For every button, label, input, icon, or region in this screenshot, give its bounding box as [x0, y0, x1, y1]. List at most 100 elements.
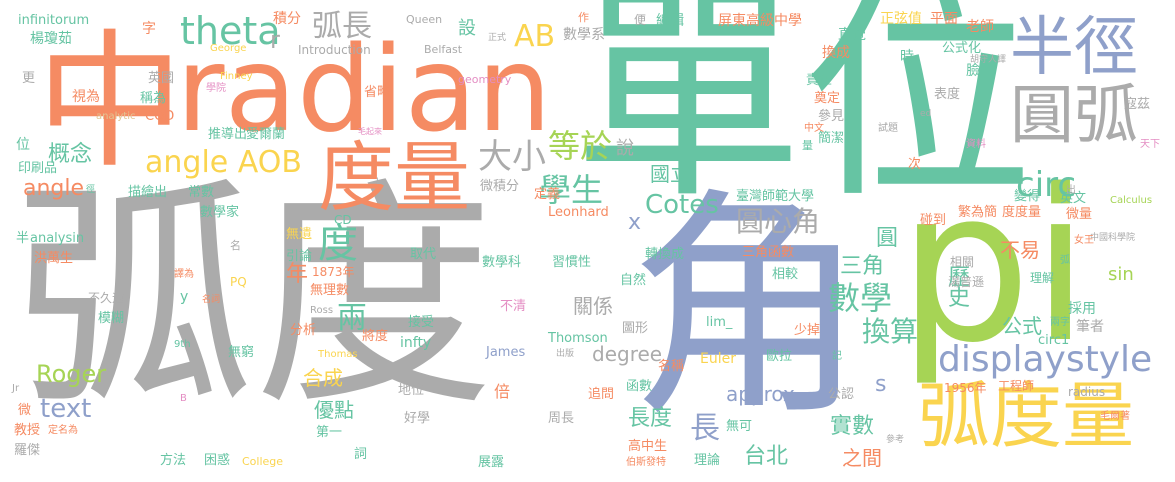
cloud-word: 角 — [628, 168, 869, 448]
cloud-word: 奠定 — [814, 91, 841, 106]
cloud-word: 不清 — [500, 299, 527, 314]
cloud-word: 弧度 — [14, 158, 495, 438]
cloud-word: 詞 — [354, 447, 368, 462]
cloud-word: 不易 — [1000, 238, 1040, 262]
cloud-word: 相較 — [772, 267, 799, 282]
cloud-word: 羅傑 — [14, 443, 41, 458]
cloud-word: 說 — [616, 138, 634, 159]
cloud-word: COD — [145, 109, 175, 124]
cloud-word: Calculus — [1110, 195, 1153, 206]
cloud-word: 將度 — [362, 329, 389, 344]
cloud-word: Euler — [700, 351, 736, 367]
cloud-word: 平面 — [930, 11, 958, 27]
cloud-word: 出版 — [556, 349, 575, 359]
cloud-word: 女王 — [1074, 235, 1094, 246]
cloud-word: 描繪出 — [128, 185, 168, 200]
cloud-word: 稱為 — [140, 91, 167, 106]
cloud-word: 圖形 — [622, 321, 649, 336]
cloud-word: 度 — [318, 221, 358, 267]
cloud-word: 字 — [142, 21, 156, 37]
cloud-word: 等於 — [548, 127, 613, 165]
cloud-word: 引論 — [286, 249, 313, 264]
cloud-word: 圓弧 — [1010, 79, 1138, 153]
cloud-word: 之間 — [842, 446, 882, 470]
cloud-word: 無遺 — [286, 227, 313, 242]
cloud-word: B — [180, 393, 187, 404]
cloud-word: 視為 — [72, 89, 100, 105]
cloud-word: 換成 — [822, 45, 850, 61]
cloud-word: 台北 — [744, 444, 789, 469]
cloud-word: 參見 — [818, 109, 845, 124]
cloud-word: 歷史 — [944, 265, 969, 307]
cloud-word: 楊瓊茹 — [30, 31, 72, 47]
cloud-word: 半徑 — [1010, 11, 1138, 85]
cloud-word: 模糊 — [98, 311, 125, 326]
cloud-word: analysin — [30, 231, 85, 246]
cloud-word: 年 — [286, 262, 309, 287]
cloud-word: 定義 — [534, 187, 561, 202]
cloud-word: 展露 — [478, 455, 505, 470]
cloud-word: theta — [180, 9, 281, 53]
cloud-word: 數學系 — [563, 27, 605, 43]
cloud-word: 倍 — [494, 382, 511, 401]
cloud-word: 湯普遜 — [948, 275, 985, 289]
cloud-word: 記 — [832, 351, 842, 362]
cloud-word: 便 — [634, 13, 647, 27]
cloud-word: 弧 — [1060, 255, 1070, 266]
cloud-word: 伯斯發特 — [626, 457, 666, 468]
cloud-word: 參考 — [886, 435, 905, 445]
cloud-word: 作 — [578, 11, 589, 24]
cloud-word: 毛爾著 — [1100, 411, 1130, 422]
cloud-word: Roger — [36, 360, 107, 388]
cloud-word: 中文 — [804, 123, 824, 134]
cloud-word: 取代 — [410, 247, 437, 262]
cloud-word: 兩字 — [1050, 317, 1070, 328]
cloud-word: geometry — [458, 73, 512, 86]
cloud-word: Queen — [406, 13, 443, 26]
cloud-word: 責任 — [806, 73, 833, 88]
cloud-word: 分析 — [290, 323, 317, 338]
cloud-word: 三角函數 — [742, 245, 795, 260]
cloud-word: 學生 — [539, 171, 604, 209]
cloud-word: 直覺 — [838, 27, 866, 43]
cloud-word: Finney — [220, 71, 253, 82]
cloud-word: 工程師 — [998, 379, 1035, 393]
cloud-word: 1956年 — [944, 381, 987, 395]
cloud-word: 臺灣師範大學 — [736, 189, 815, 204]
cloud-word: 變得 — [1014, 189, 1041, 204]
cloud-word: 優點 — [314, 398, 354, 422]
cloud-word: 公式 — [1002, 314, 1042, 338]
cloud-word: 圓心角 — [736, 205, 821, 238]
cloud-word: 半 — [16, 231, 30, 246]
cloud-word: 教授 — [14, 423, 41, 438]
cloud-word: analytic — [96, 111, 136, 122]
cloud-word: 繁為簡 — [958, 205, 998, 220]
cloud-word: 弧度量 — [918, 374, 1135, 458]
cloud-word: 第一 — [316, 425, 343, 440]
cloud-word: 資料 — [966, 139, 986, 150]
cloud-word: 公式化 — [942, 41, 982, 56]
cloud-word: 數學 — [828, 279, 893, 317]
cloud-word: 毛起來 — [358, 127, 382, 136]
cloud-word: 接受 — [408, 315, 435, 330]
cloud-word: 天下 — [1140, 139, 1160, 150]
cloud-word: 編輯 — [656, 13, 684, 29]
cloud-word: 常數 — [188, 185, 215, 200]
cloud-word: 少掉 — [794, 323, 821, 338]
cloud-word: 歐拉 — [766, 349, 793, 364]
cloud-word: 理解 — [1030, 271, 1055, 285]
cloud-word: x — [628, 210, 642, 235]
cloud-word: 函數 — [626, 379, 653, 394]
cloud-word: 採用 — [1068, 301, 1096, 317]
cloud-word: 關係 — [573, 294, 613, 318]
cloud-word: 老師 — [966, 19, 994, 35]
cloud-word: lim_ — [706, 315, 733, 330]
cloud-word: infinitorum — [18, 13, 90, 28]
cloud-word: 洪萬生 — [34, 251, 74, 266]
cloud-word: circ — [1016, 165, 1077, 205]
cloud-word: 單位 — [573, 0, 1034, 230]
cloud-word: 更 — [22, 71, 36, 86]
cloud-word: 弧長 — [312, 9, 372, 44]
cloud-word: Thomas — [318, 349, 358, 360]
cloud-word: 學院 — [206, 83, 226, 94]
